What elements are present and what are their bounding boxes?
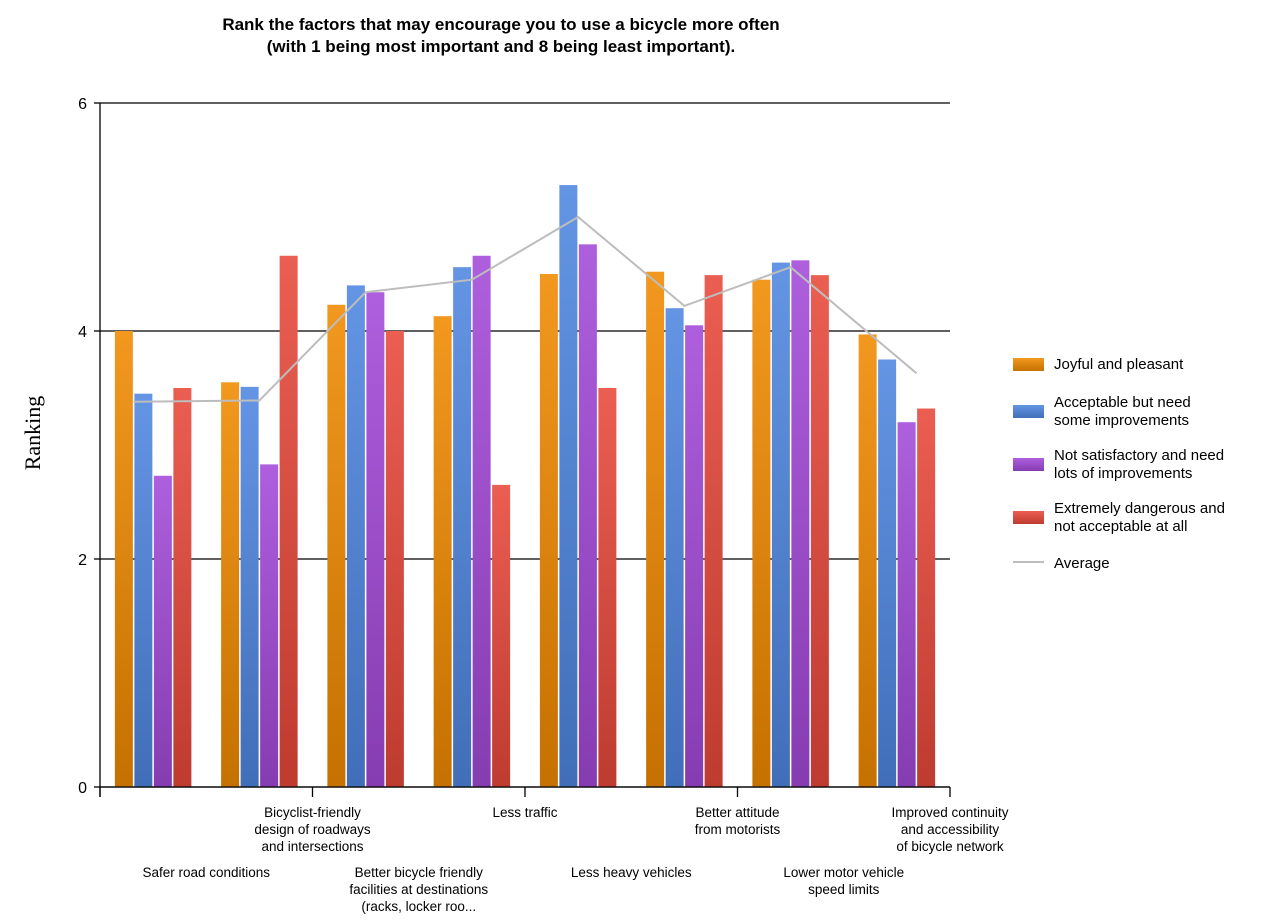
- bar: [134, 393, 153, 787]
- y-axis-label: Ranking: [20, 396, 45, 471]
- bar: [791, 260, 810, 787]
- x-tick-label: Safer road conditions: [142, 865, 270, 880]
- y-tick-label: 2: [78, 552, 87, 569]
- x-tick-label: Lower motor vehicle: [783, 865, 904, 880]
- legend-label: lots of improvements: [1054, 465, 1192, 482]
- x-tick-label: speed limits: [808, 882, 880, 897]
- chart-title: Rank the factors that may encourage you …: [222, 15, 779, 56]
- bar: [685, 325, 704, 787]
- bar: [260, 464, 279, 787]
- bar: [878, 359, 897, 787]
- x-tick-label: Less traffic: [492, 805, 557, 820]
- x-tick-label: and intersections: [261, 839, 363, 854]
- bar: [559, 185, 578, 787]
- x-tick-label: Less heavy vehicles: [571, 865, 692, 880]
- average-line: [133, 215, 918, 403]
- legend-label: Acceptable but need: [1054, 394, 1191, 411]
- bar: [665, 308, 684, 787]
- x-tick-label: Better bicycle friendly: [355, 865, 484, 880]
- bar: [221, 382, 240, 787]
- legend-swatch: [1013, 358, 1044, 371]
- bar: [153, 475, 172, 787]
- x-tick-label: Bicyclist-friendly: [264, 805, 361, 820]
- bar: [240, 386, 259, 787]
- bar: [646, 271, 665, 788]
- y-tick-label: 6: [78, 96, 87, 113]
- bar: [917, 408, 936, 787]
- x-tick-label: and accessibility: [901, 822, 1000, 837]
- bar: [598, 388, 617, 787]
- bar: [539, 274, 558, 787]
- axes: [99, 103, 951, 797]
- bar: [771, 262, 790, 788]
- bar: [173, 388, 192, 787]
- legend-swatch: [1013, 458, 1044, 471]
- x-tick-label: of bicycle network: [896, 839, 1004, 854]
- legend-swatch: [1013, 405, 1044, 418]
- legend-label: Joyful and pleasant: [1054, 356, 1184, 373]
- bar: [366, 292, 385, 787]
- x-tick-label: from motorists: [695, 822, 781, 837]
- bar: [433, 316, 452, 787]
- chart-title-line: (with 1 being most important and 8 being…: [267, 37, 735, 56]
- bar: [578, 244, 597, 788]
- average-line-group: [133, 215, 918, 403]
- y-tick-label: 4: [78, 324, 87, 341]
- bars: [114, 185, 936, 788]
- legend-label: Average: [1054, 555, 1110, 572]
- y-tick-label: 0: [78, 780, 87, 797]
- x-tick-label: Better attitude: [695, 805, 779, 820]
- x-tick-labels: Safer road conditions Bicyclist-friendly d…: [142, 805, 1008, 914]
- bar: [327, 304, 346, 787]
- bar: [279, 255, 298, 787]
- legend: Joyful and pleasant Acceptable but needso…: [1013, 356, 1225, 572]
- legend-label: Not satisfactory and need: [1054, 447, 1224, 464]
- bar: [858, 334, 877, 787]
- chart-title-line: Rank the factors that may encourage you …: [222, 15, 779, 34]
- bar: [897, 422, 916, 787]
- bar: [453, 267, 472, 787]
- bar: [752, 279, 771, 787]
- bar: [346, 285, 365, 787]
- legend-label: some improvements: [1054, 412, 1189, 429]
- x-tick-label: facilities at destinations: [349, 882, 488, 897]
- bar: [472, 255, 491, 787]
- bar: [810, 275, 829, 787]
- bar: [704, 275, 723, 787]
- bar: [114, 331, 133, 787]
- bar: [385, 331, 404, 787]
- x-tick-label: Improved continuity: [891, 805, 1008, 820]
- legend-swatch: [1013, 511, 1044, 524]
- legend-label: not acceptable at all: [1054, 518, 1187, 535]
- x-tick-label: (racks, locker roo...: [361, 899, 476, 914]
- bar: [492, 484, 511, 787]
- legend-label: Extremely dangerous and: [1054, 500, 1225, 517]
- x-tick-label: design of roadways: [254, 822, 371, 837]
